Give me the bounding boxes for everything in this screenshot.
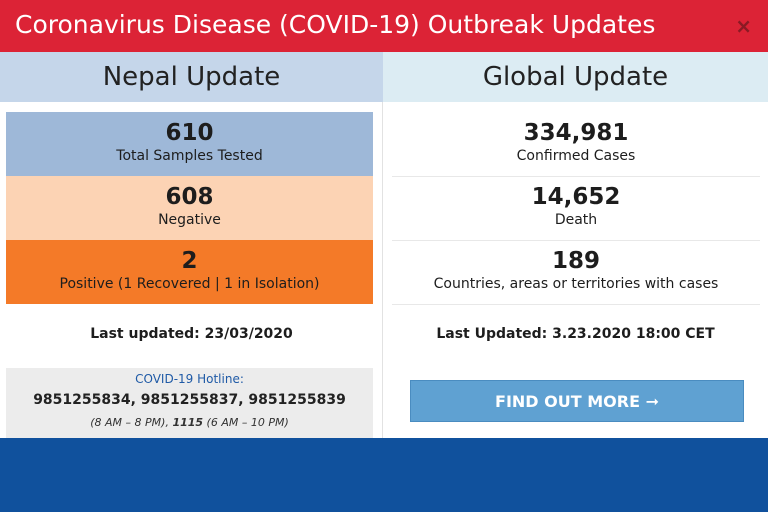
arrow-right-icon: ➞ (645, 391, 659, 411)
hotline-hours-prefix: (8 AM – 8 PM), (90, 416, 173, 429)
hotline-hours: (8 AM – 8 PM), 1115 (6 AM – 10 PM) (6, 416, 373, 429)
page-title: Coronavirus Disease (COVID-19) Outbreak … (15, 10, 656, 39)
nepal-stat-negative: 608 Negative (6, 176, 373, 240)
stat-value: 334,981 (523, 120, 629, 146)
stat-label: Countries, areas or territories with cas… (433, 276, 719, 292)
global-stat-confirmed: 334,981 Confirmed Cases (392, 112, 760, 177)
stat-value: 14,652 (531, 184, 621, 210)
stat-label: Death (554, 212, 598, 228)
nepal-update-heading: Nepal Update (0, 52, 383, 102)
global-stat-death: 14,652 Death (392, 176, 760, 241)
stat-label: Positive (1 Recovered | 1 in Isolation) (59, 276, 320, 292)
hotline-label: COVID-19 Hotline: (135, 372, 244, 386)
global-update-heading: Global Update (383, 52, 768, 102)
nepal-stat-tested: 610 Total Samples Tested (6, 112, 373, 176)
hotline-alt-number[interactable]: 1115 (172, 416, 204, 429)
find-out-more-button[interactable]: FIND OUT MORE ➞ (410, 380, 744, 422)
stat-value: 610 (165, 120, 214, 146)
column-divider (382, 102, 383, 438)
header-bar: Coronavirus Disease (COVID-19) Outbreak … (0, 0, 768, 52)
nepal-stat-positive: 2 Positive (1 Recovered | 1 in Isolation… (6, 240, 373, 304)
stat-label: Confirmed Cases (516, 148, 636, 164)
stat-value: 189 (551, 248, 600, 274)
stat-value: 2 (181, 248, 198, 274)
close-icon[interactable]: × (735, 14, 752, 38)
stat-value: 608 (165, 184, 214, 210)
hotline-numbers[interactable]: 9851255834, 9851255837, 9851255839 (33, 392, 346, 408)
hotline-box: COVID-19 Hotline: 9851255834, 9851255837… (6, 368, 373, 438)
find-out-more-label: FIND OUT MORE (495, 391, 640, 411)
nepal-last-updated: Last updated: 23/03/2020 (90, 326, 293, 342)
footer-band (0, 438, 768, 512)
stat-label: Negative (158, 212, 221, 228)
global-last-updated: Last Updated: 3.23.2020 18:00 CET (436, 326, 715, 342)
global-stat-countries: 189 Countries, areas or territories with… (392, 240, 760, 305)
hotline-hours-suffix: (6 AM – 10 PM) (203, 416, 289, 429)
stat-label: Total Samples Tested (116, 148, 263, 164)
